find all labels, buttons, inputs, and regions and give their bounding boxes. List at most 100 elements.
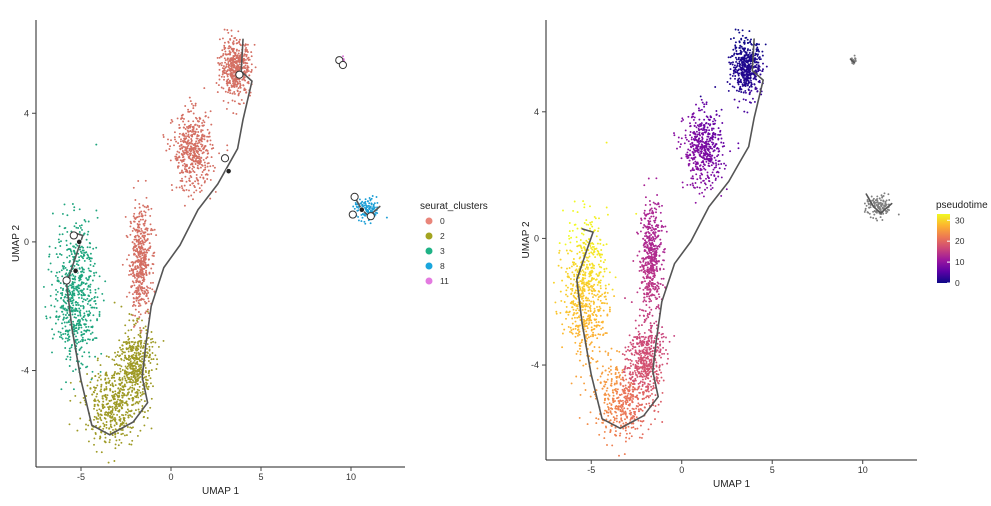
cell-point: [187, 127, 190, 130]
cell-point: [645, 214, 647, 217]
cell-point: [753, 83, 756, 86]
cell-point: [714, 119, 717, 122]
cell-point: [136, 401, 139, 404]
cell-point: [188, 110, 191, 113]
cell-point: [222, 87, 225, 90]
cell-point: [206, 139, 209, 142]
cell-point: [218, 38, 221, 41]
cell-point: [71, 277, 74, 280]
cell-point: [68, 261, 71, 264]
cell-point: [126, 408, 129, 411]
cell-point: [233, 82, 236, 85]
cell-point: [126, 411, 129, 414]
cell-point: [107, 377, 110, 380]
cell-point: [694, 186, 696, 189]
cell-point: [139, 326, 142, 329]
cell-point: [77, 264, 80, 267]
cell-point: [51, 351, 53, 354]
cell-point: [227, 64, 230, 67]
cell-point: [645, 282, 648, 285]
cell-point: [723, 145, 726, 148]
cell-point: [620, 413, 623, 416]
cell-point: [186, 135, 189, 138]
cell-point: [750, 83, 753, 86]
cell-point: [89, 270, 92, 273]
legend-label: 8: [440, 261, 445, 271]
cell-point: [87, 314, 90, 317]
cell-point: [645, 261, 647, 264]
cell-point: [131, 386, 134, 389]
cell-point: [92, 265, 95, 268]
cell-point: [222, 52, 225, 55]
cell-point: [192, 120, 195, 123]
cell-point: [742, 71, 745, 74]
cell-point: [754, 86, 757, 89]
cell-point: [146, 308, 149, 311]
cell-point: [177, 166, 179, 169]
cell-point: [137, 226, 140, 229]
cell-point: [146, 229, 149, 232]
cell-point: [135, 240, 138, 243]
cell-point: [188, 136, 191, 139]
cell-point: [121, 381, 123, 384]
cell-point: [740, 59, 743, 61]
cell-point: [114, 384, 117, 387]
cell-point: [203, 138, 206, 141]
cell-point: [118, 409, 121, 412]
cell-point: [126, 258, 128, 261]
cell-point: [82, 339, 85, 341]
cell-point: [653, 240, 656, 242]
cell-point: [115, 403, 118, 406]
cell-point: [749, 49, 752, 52]
cell-point: [96, 421, 99, 424]
cell-point: [93, 262, 96, 265]
cell-point: [133, 412, 136, 415]
cell-point: [157, 345, 160, 348]
cell-point: [657, 287, 660, 290]
cell-point: [250, 55, 253, 58]
cell-point: [242, 54, 245, 57]
cell-point: [198, 147, 201, 150]
cell-point: [363, 202, 365, 204]
cell-point: [136, 360, 139, 363]
cell-point: [93, 443, 95, 446]
cell-point: [78, 231, 81, 233]
cell-point: [135, 380, 138, 383]
cell-point: [646, 288, 649, 291]
cell-point: [704, 188, 706, 191]
cell-point: [657, 235, 659, 238]
cell-point: [135, 349, 138, 352]
cell-point: [705, 115, 708, 118]
cell-point: [697, 107, 700, 110]
cell-point: [66, 330, 69, 333]
cell-point: [86, 279, 89, 281]
cell-point: [708, 124, 711, 127]
cell-point: [75, 335, 77, 338]
cell-point: [148, 345, 151, 348]
cell-point: [656, 290, 659, 293]
cell-point: [83, 312, 86, 315]
cell-point: [129, 360, 132, 363]
cell-point: [238, 80, 241, 83]
cell-point: [136, 382, 139, 385]
cell-point: [191, 135, 194, 138]
cell-point: [754, 76, 756, 79]
cell-point: [61, 289, 64, 292]
cell-point: [66, 355, 69, 358]
cell-point: [111, 409, 114, 412]
cell-point: [133, 364, 136, 367]
cell-point: [137, 358, 139, 361]
cell-point: [112, 385, 115, 388]
cell-point: [742, 98, 745, 101]
cell-point: [81, 300, 84, 303]
cell-point: [737, 81, 740, 84]
cell-point: [660, 226, 663, 228]
cell-point: [342, 55, 344, 58]
cell-point: [715, 162, 717, 165]
cell-point: [759, 69, 761, 72]
cell-point: [707, 162, 710, 165]
leaf-node: [366, 212, 375, 221]
cell-point: [601, 421, 604, 424]
cell-point: [65, 358, 68, 361]
cell-point: [181, 147, 184, 150]
